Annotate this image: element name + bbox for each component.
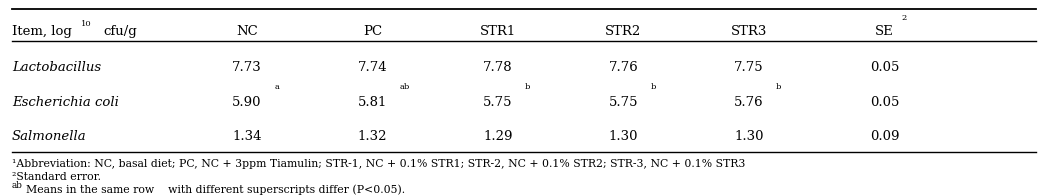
Text: Escherichia coli: Escherichia coli — [12, 96, 118, 109]
Text: b: b — [651, 83, 656, 91]
Text: b: b — [776, 83, 781, 91]
Text: Item, log: Item, log — [12, 24, 71, 37]
Text: 5.75: 5.75 — [609, 96, 638, 109]
Text: Lactobacillus: Lactobacillus — [12, 61, 101, 74]
Text: 5.81: 5.81 — [357, 96, 387, 109]
Text: STR2: STR2 — [605, 24, 641, 37]
Text: 1.32: 1.32 — [357, 130, 387, 143]
Text: 7.76: 7.76 — [609, 61, 638, 74]
Text: ab: ab — [12, 181, 23, 190]
Text: 7.75: 7.75 — [734, 61, 764, 74]
Text: cfu/g: cfu/g — [104, 24, 137, 37]
Text: STR1: STR1 — [480, 24, 516, 37]
Text: 7.78: 7.78 — [483, 61, 512, 74]
Text: 1.30: 1.30 — [734, 130, 764, 143]
Text: ab: ab — [399, 83, 410, 91]
Text: 0.05: 0.05 — [870, 96, 899, 109]
Text: Means in the same row    with different superscripts differ (P<0.05).: Means in the same row with different sup… — [26, 185, 406, 195]
Text: 1.34: 1.34 — [233, 130, 262, 143]
Text: 7.74: 7.74 — [357, 61, 388, 74]
Text: SE: SE — [875, 24, 894, 37]
Text: 5.76: 5.76 — [734, 96, 764, 109]
Text: 1.30: 1.30 — [609, 130, 638, 143]
Text: 10: 10 — [81, 20, 91, 28]
Text: 5.75: 5.75 — [483, 96, 512, 109]
Text: a: a — [275, 83, 279, 91]
Text: ¹Abbreviation: NC, basal diet; PC, NC + 3ppm Tiamulin; STR-1, NC + 0.1% STR1; ST: ¹Abbreviation: NC, basal diet; PC, NC + … — [12, 159, 745, 169]
Text: 2: 2 — [901, 14, 907, 22]
Text: b: b — [525, 83, 530, 91]
Text: 0.05: 0.05 — [870, 61, 899, 74]
Text: ²Standard error.: ²Standard error. — [12, 172, 101, 182]
Text: PC: PC — [363, 24, 383, 37]
Text: Salmonella: Salmonella — [12, 130, 87, 143]
Text: 1.29: 1.29 — [483, 130, 512, 143]
Text: 5.90: 5.90 — [233, 96, 262, 109]
Text: 7.73: 7.73 — [233, 61, 262, 74]
Text: NC: NC — [236, 24, 258, 37]
Text: STR3: STR3 — [730, 24, 767, 37]
Text: 0.09: 0.09 — [870, 130, 899, 143]
